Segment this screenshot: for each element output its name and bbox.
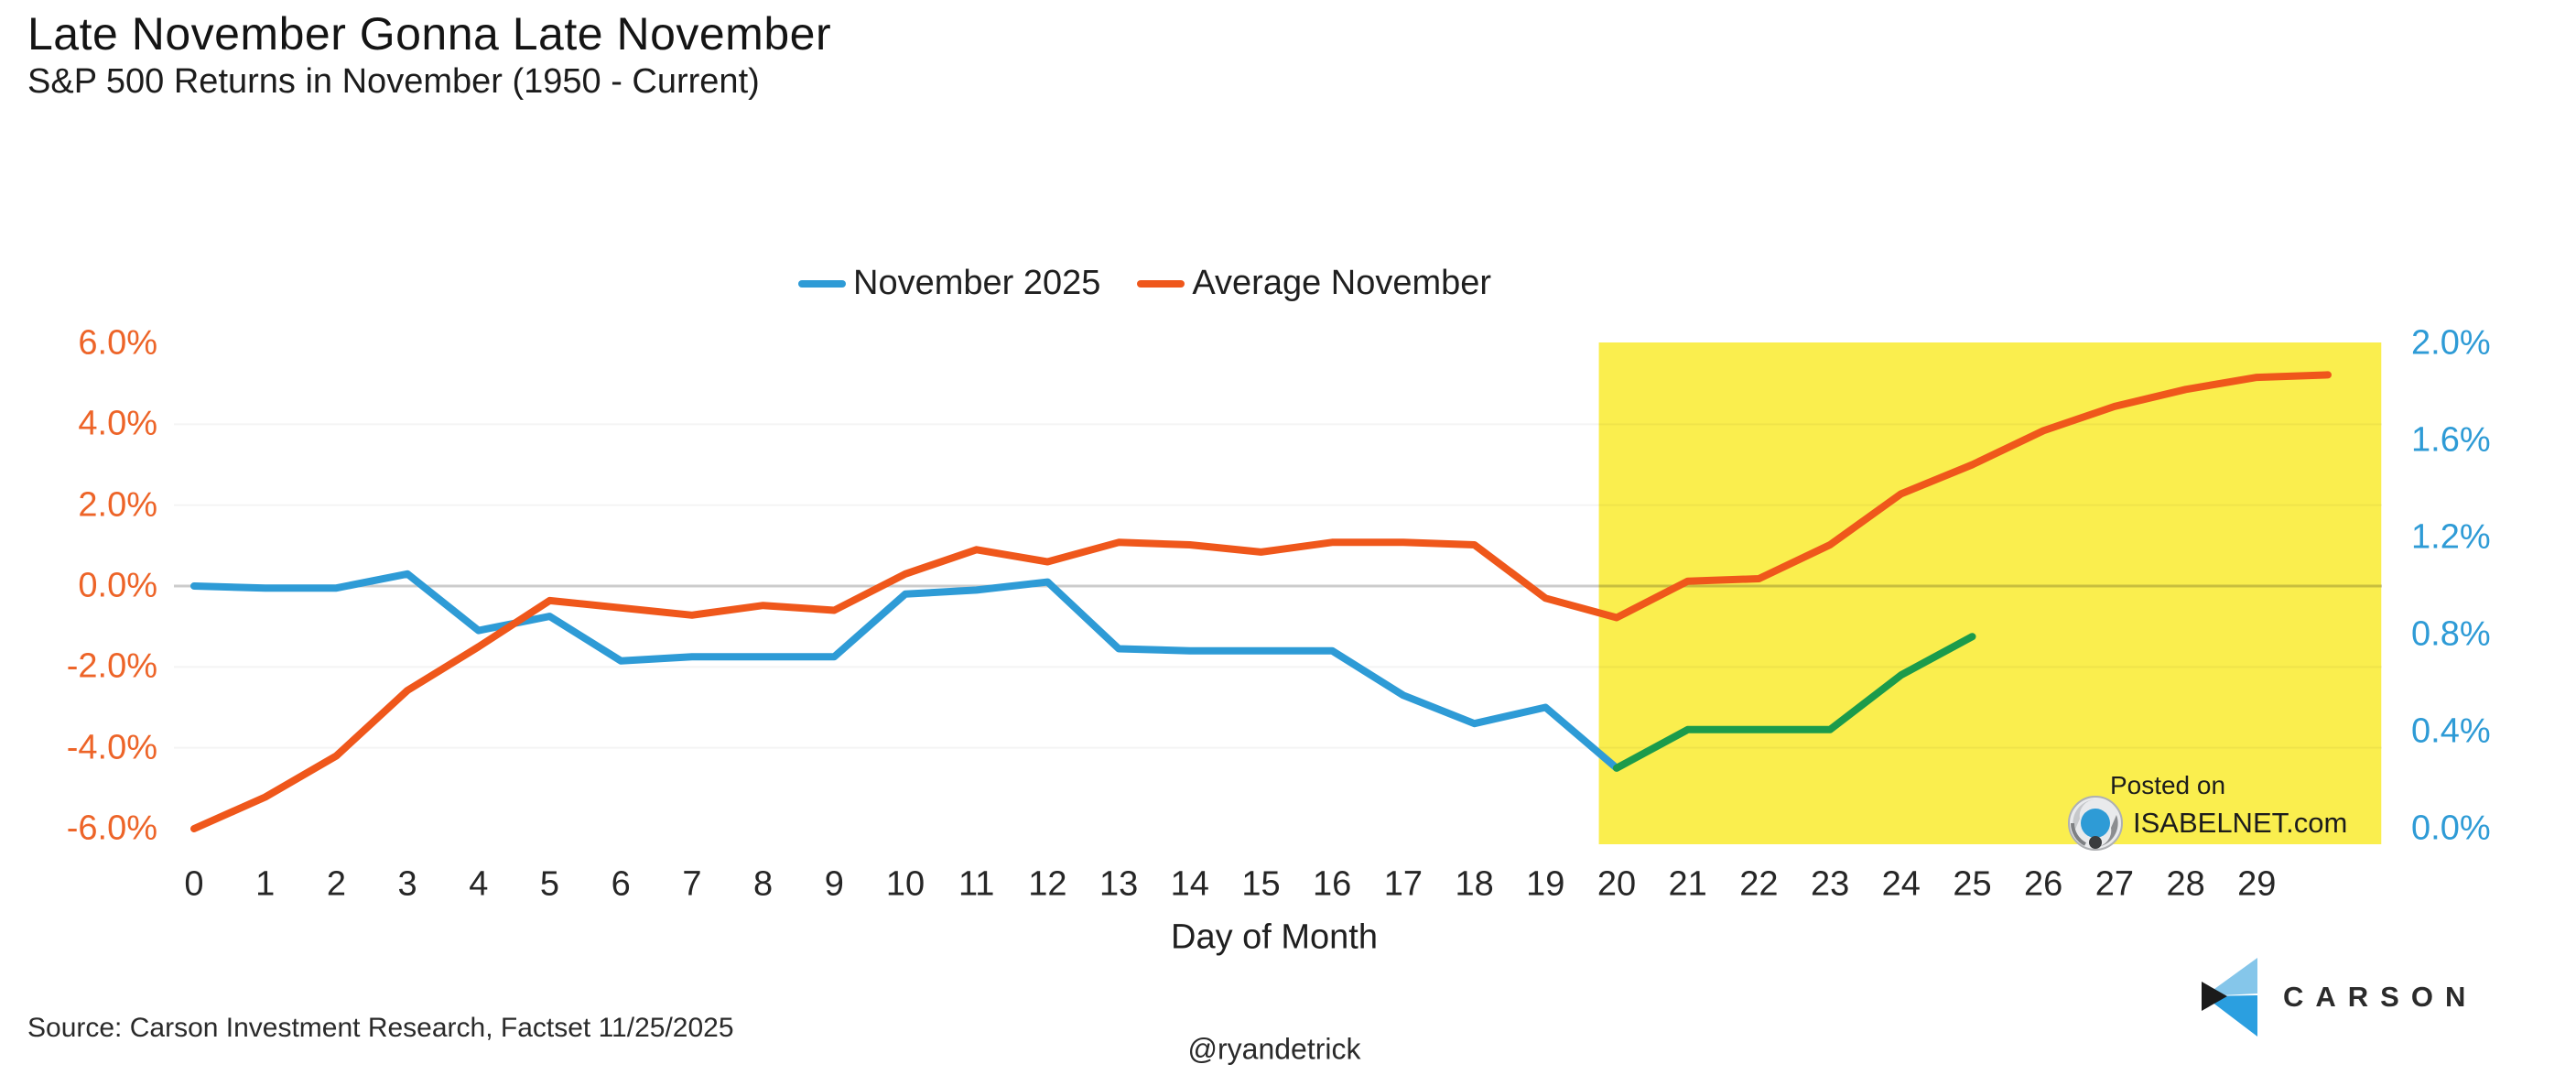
watermark-isabelnet-text: ISABELNET.com bbox=[2133, 807, 2348, 839]
x-axis-tick: 29 bbox=[2237, 864, 2277, 904]
x-axis-tick: 20 bbox=[1596, 864, 1637, 904]
x-axis-tick: 1 bbox=[255, 864, 276, 904]
x-axis-tick: 23 bbox=[1810, 864, 1850, 904]
x-axis-tick: 8 bbox=[753, 864, 774, 904]
x-axis-tick: 12 bbox=[1028, 864, 1067, 904]
x-axis-tick: 19 bbox=[1526, 864, 1565, 904]
x-axis-tick: 0 bbox=[184, 864, 204, 904]
x-axis-tick: 3 bbox=[397, 864, 417, 904]
right-axis-tick: 1.6% bbox=[2411, 420, 2491, 460]
legend-item-average-november: Average November bbox=[1137, 264, 1491, 303]
right-axis-tick: 0.4% bbox=[2411, 711, 2491, 751]
series-average-november-line bbox=[190, 371, 2332, 832]
chart-subtitle: S&P 500 Returns in November (1950 - Curr… bbox=[27, 62, 760, 101]
x-axis-tick: 17 bbox=[1383, 864, 1423, 904]
left-axis-tick: -6.0% bbox=[66, 809, 157, 848]
legend: November 2025 Average November bbox=[798, 264, 1491, 303]
x-axis-tick: 24 bbox=[1881, 864, 1921, 904]
x-axis-tick: 14 bbox=[1170, 864, 1209, 904]
x-axis-tick: 28 bbox=[2166, 864, 2205, 904]
right-axis-tick: 2.0% bbox=[2411, 323, 2491, 363]
left-axis-tick: 6.0% bbox=[78, 323, 157, 363]
x-axis-tick: 22 bbox=[1739, 864, 1779, 904]
carson-logo: CARSON bbox=[2199, 956, 2477, 1038]
x-axis-tick: 15 bbox=[1241, 864, 1281, 904]
right-axis-tick: 0.8% bbox=[2411, 614, 2491, 654]
x-axis-tick: 2 bbox=[326, 864, 346, 904]
left-axis-tick: 2.0% bbox=[78, 485, 157, 525]
series-november-2025-after-day-20-line bbox=[1613, 633, 1976, 772]
carson-logo-mark-icon bbox=[2202, 958, 2257, 1037]
legend-label: November 2025 bbox=[853, 264, 1101, 302]
x-axis-title: Day of Month bbox=[1171, 918, 1378, 957]
isabelnet-globe-icon bbox=[2068, 796, 2123, 851]
legend-label: Average November bbox=[1192, 264, 1492, 302]
right-axis-tick: 0.0% bbox=[2411, 809, 2491, 848]
source-text: Source: Carson Investment Research, Fact… bbox=[27, 1013, 734, 1043]
legend-swatch-average-november bbox=[1137, 279, 1185, 288]
twitter-handle: @ryandetrick bbox=[1187, 1032, 1361, 1066]
x-axis-tick: 18 bbox=[1455, 864, 1494, 904]
watermark-posted-on: Posted on bbox=[2109, 771, 2226, 799]
chart-title: Late November Gonna Late November bbox=[27, 8, 832, 60]
legend-swatch-november-2025 bbox=[798, 279, 846, 288]
carson-wordmark: CARSON bbox=[2283, 981, 2478, 1013]
x-axis-tick: 7 bbox=[682, 864, 702, 904]
highlight-region bbox=[1598, 342, 2382, 844]
legend-item-november-2025: November 2025 bbox=[798, 264, 1100, 303]
x-axis-tick: 21 bbox=[1668, 864, 1707, 904]
x-axis-tick: 4 bbox=[469, 864, 489, 904]
x-axis-tick: 10 bbox=[885, 864, 925, 904]
x-axis-tick: 13 bbox=[1099, 864, 1139, 904]
left-axis-tick: -2.0% bbox=[66, 646, 157, 686]
series-november-2025-line bbox=[190, 570, 1620, 772]
right-axis-tick: 1.2% bbox=[2411, 517, 2491, 557]
x-axis-tick: 27 bbox=[2094, 864, 2135, 904]
left-axis-tick: -4.0% bbox=[66, 728, 157, 767]
x-axis-tick: 11 bbox=[958, 864, 995, 904]
x-axis-tick: 16 bbox=[1313, 864, 1352, 904]
x-axis-tick: 26 bbox=[2024, 864, 2063, 904]
x-axis-tick: 5 bbox=[539, 864, 560, 904]
x-axis-tick: 25 bbox=[1953, 864, 1992, 904]
watermark-isabelnet: ISABELNET.com bbox=[2067, 795, 2347, 852]
x-axis-tick: 6 bbox=[611, 864, 631, 904]
left-axis-tick: 0.0% bbox=[78, 566, 157, 605]
left-axis-tick: 4.0% bbox=[78, 404, 157, 443]
x-axis-tick: 9 bbox=[824, 864, 844, 904]
